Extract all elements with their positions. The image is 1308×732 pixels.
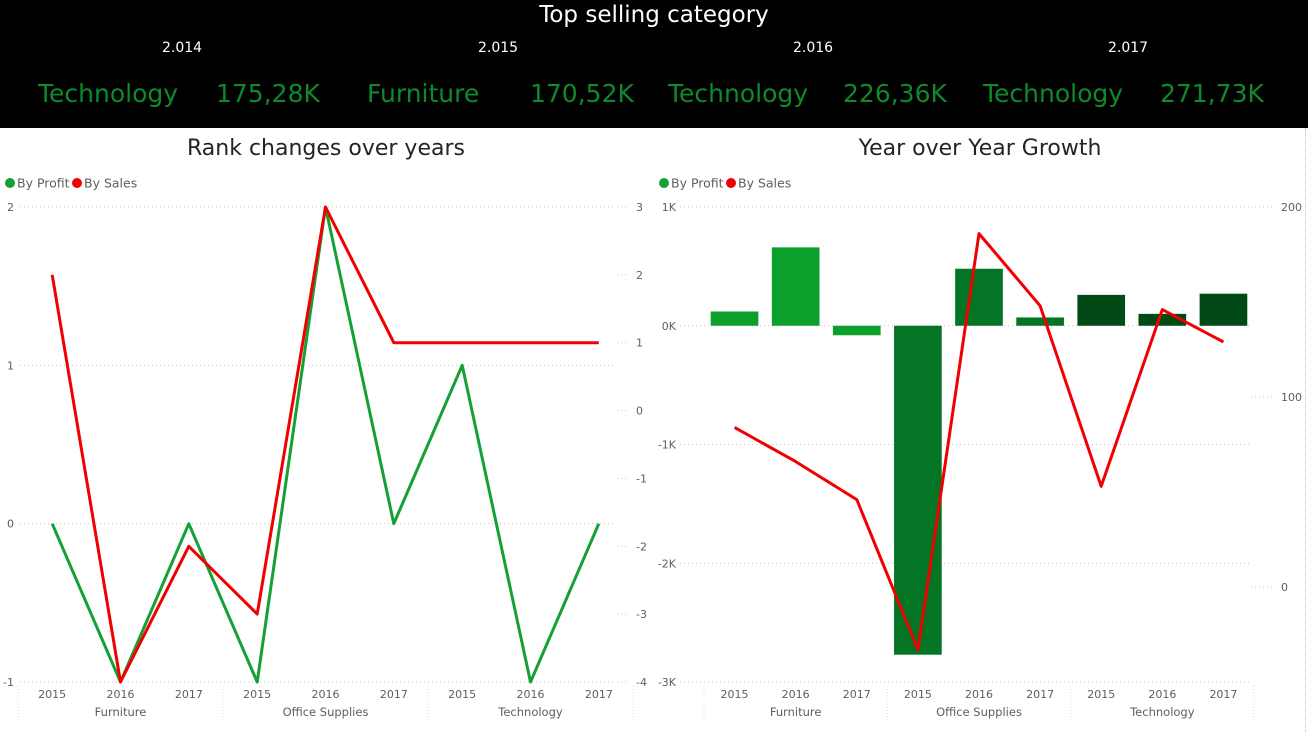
x-tick-label: 2017 — [1209, 688, 1237, 701]
y-right-tick-label: 2 — [636, 269, 643, 282]
legend-label: By Profit — [671, 176, 724, 191]
y-left-tick-label: 0 — [7, 518, 14, 531]
x-tick-label: 2016 — [1148, 688, 1176, 701]
y-right-tick-label: 0 — [1281, 581, 1288, 594]
x-tick-label: 2015 — [243, 688, 271, 701]
y-left-tick-label: 1 — [7, 359, 14, 372]
y-left-tick-label: 1K — [662, 201, 677, 214]
chart-title: Year over Year Growth — [858, 136, 1102, 161]
profit-bar — [771, 247, 820, 326]
x-tick-label: 2015 — [904, 688, 932, 701]
banner-year: 2.016 — [793, 40, 834, 56]
profit-bar — [710, 311, 759, 326]
x-tick-label: 2015 — [38, 688, 66, 701]
y-right-tick-label: -4 — [636, 676, 647, 689]
legend-marker-sales — [72, 178, 82, 188]
profit-bar — [1199, 293, 1248, 326]
x-tick-label: 2017 — [585, 688, 613, 701]
x-group-label: Furniture — [770, 705, 822, 719]
profit-bar — [894, 325, 942, 655]
profit-series-line — [50, 205, 601, 684]
y-left-tick-label: -1 — [3, 676, 14, 689]
x-tick-label: 2015 — [1087, 688, 1115, 701]
y-right-tick-label: 1 — [636, 337, 643, 350]
profit-bar — [955, 268, 1003, 326]
y-left-tick-label: -3K — [658, 676, 677, 689]
legend-marker-profit — [659, 178, 669, 188]
x-group-label: Office Supplies — [936, 705, 1022, 719]
rank-changes-chart: Rank changes over years By Profit By Sales… — [3, 136, 647, 722]
legend-marker-sales — [726, 178, 736, 188]
x-tick-label: 2016 — [107, 688, 135, 701]
y-right-tick-label: -2 — [636, 540, 647, 553]
x-group-label: Technology — [497, 705, 563, 719]
y-left-tick-label: -2K — [658, 557, 677, 570]
x-tick-label: 2017 — [843, 688, 871, 701]
sales-series-line — [50, 205, 599, 684]
top-selling-banner: Top selling category 2.014 2.015 2.016 2… — [0, 0, 1308, 128]
yoy-growth-chart: Year over Year Growth By Profit By Sales 1K… — [658, 136, 1302, 722]
y-left-tick-label: 2 — [7, 201, 14, 214]
y-right-tick-label: 100 — [1281, 391, 1302, 404]
profit-bar — [832, 325, 881, 336]
y-right-tick-label: -3 — [636, 608, 647, 621]
y-right-tick-label: 0 — [636, 405, 643, 418]
x-tick-label: 2016 — [312, 688, 340, 701]
x-tick-label: 2016 — [965, 688, 993, 701]
banner-year: 2.014 — [162, 40, 203, 56]
x-tick-label: 2017 — [1026, 688, 1054, 701]
banner-category: Technology — [38, 79, 179, 108]
profit-bar — [1138, 313, 1187, 326]
x-tick-label: 2017 — [380, 688, 408, 701]
sales-series-line — [733, 232, 1225, 652]
legend-label: By Sales — [738, 176, 791, 191]
banner-year: 2.015 — [478, 40, 519, 56]
page-divider — [1305, 128, 1306, 732]
x-tick-label: 2017 — [175, 688, 203, 701]
y-left-tick-label: 0K — [662, 320, 677, 333]
legend-label: By Profit — [17, 176, 70, 191]
banner-value: 170,52K — [530, 79, 634, 108]
banner-year: 2.017 — [1108, 40, 1149, 56]
x-tick-label: 2015 — [448, 688, 476, 701]
y-right-tick-label: 3 — [636, 201, 643, 214]
legend-marker-profit — [5, 178, 15, 188]
banner-value: 175,28K — [216, 79, 320, 108]
banner-title: Top selling category — [539, 2, 769, 28]
profit-bar — [1016, 317, 1064, 326]
banner-category: Technology — [668, 79, 809, 108]
profit-bar — [1077, 294, 1126, 326]
legend-label: By Sales — [84, 176, 137, 191]
banner-value: 226,36K — [843, 79, 947, 108]
y-left-tick-label: -1K — [658, 439, 677, 452]
x-tick-label: 2015 — [721, 688, 749, 701]
x-tick-label: 2016 — [517, 688, 545, 701]
x-group-label: Furniture — [95, 705, 147, 719]
banner-value: 271,73K — [1160, 79, 1264, 108]
y-right-tick-label: -1 — [636, 472, 647, 485]
x-group-label: Office Supplies — [283, 705, 369, 719]
x-group-label: Technology — [1129, 705, 1195, 719]
x-tick-label: 2016 — [782, 688, 810, 701]
chart-title: Rank changes over years — [187, 136, 465, 161]
y-right-tick-label: 200 — [1281, 201, 1302, 214]
banner-category: Furniture — [367, 79, 480, 108]
banner-category: Technology — [983, 79, 1124, 108]
